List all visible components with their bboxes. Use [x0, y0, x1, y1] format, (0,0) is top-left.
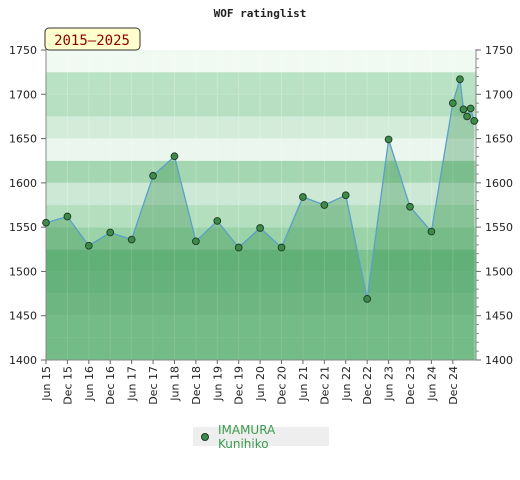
data-point	[42, 218, 50, 227]
data-point	[170, 152, 179, 161]
data-point	[470, 117, 479, 125]
data-point	[466, 104, 475, 113]
legend-marker	[201, 432, 209, 441]
y-tick-label-right: 1400	[485, 354, 513, 367]
x-tick-label: Dec 15	[61, 366, 74, 405]
data-point	[84, 241, 93, 250]
rating-band	[46, 116, 476, 139]
x-tick-label: Dec 18	[190, 366, 203, 405]
x-tick-label: Jun 24	[425, 366, 438, 402]
data-point	[406, 202, 414, 211]
legend-label: IMAMURA Kunihiko	[217, 422, 276, 451]
rating-band	[46, 205, 476, 228]
data-point	[363, 295, 372, 303]
y-tick-label-right: 1700	[485, 88, 513, 101]
data-point	[427, 227, 436, 236]
y-axis-ticks: 1400 1400 1450 1450 1500 1500 1550 1550 1600 1600…	[9, 44, 513, 367]
period-badge: 2015–2025	[44, 27, 141, 51]
rating-band	[46, 94, 476, 117]
x-tick-label: Dec 16	[104, 366, 117, 405]
y-tick-label-left: 1600	[9, 177, 37, 190]
x-tick-label: Jun 16	[83, 366, 96, 402]
rating-band	[46, 72, 476, 95]
x-tick-label: Jun 18	[168, 366, 181, 402]
x-tick-label: Jun 22	[340, 366, 353, 402]
legend: IMAMURA Kunihiko	[193, 423, 329, 451]
data-point	[127, 235, 136, 244]
y-tick-label-right: 1650	[485, 133, 513, 146]
data-point	[63, 212, 72, 221]
data-point	[213, 217, 222, 225]
x-tick-label: Dec 19	[233, 366, 246, 405]
data-point	[459, 105, 468, 114]
x-tick-label: Jun 21	[297, 366, 310, 402]
y-tick-label-left: 1500	[9, 265, 37, 278]
rating-band	[46, 337, 476, 360]
data-point	[192, 237, 200, 246]
y-tick-label-right: 1550	[485, 221, 513, 234]
data-point	[384, 135, 393, 144]
rating-band	[46, 227, 476, 250]
data-point	[463, 112, 471, 121]
data-point	[320, 201, 329, 209]
y-tick-label-right: 1600	[485, 177, 513, 190]
data-points	[42, 75, 479, 303]
y-tick-label-left: 1550	[9, 221, 37, 234]
y-tick-label-left: 1650	[9, 133, 37, 146]
x-tick-label: Jun 23	[383, 366, 396, 402]
x-tick-label: Dec 20	[276, 366, 289, 405]
data-point	[448, 99, 457, 107]
y-tick-label-left: 1750	[9, 44, 37, 57]
data-point	[299, 193, 307, 201]
period-badge-text: 2015–2025	[54, 33, 130, 49]
x-tick-label: Jun 19	[211, 366, 224, 402]
rating-band	[46, 249, 476, 272]
rating-bands	[46, 50, 476, 360]
x-tick-label: Dec 21	[318, 366, 331, 405]
y-tick-label-left: 1400	[9, 354, 37, 367]
y-tick-label-right: 1750	[485, 44, 513, 57]
series-area	[46, 79, 475, 360]
data-point	[149, 171, 157, 180]
x-tick-label: Dec 17	[147, 366, 160, 405]
rating-band	[46, 50, 476, 73]
y-tick-label-right: 1450	[485, 310, 513, 323]
y-tick-label-left: 1700	[9, 88, 37, 101]
x-tick-label: Jun 20	[254, 366, 267, 402]
data-point	[277, 243, 286, 252]
data-point	[456, 75, 464, 84]
x-tick-label: Jun 15	[40, 366, 53, 402]
rating-band	[46, 182, 476, 205]
x-axis-ticks: Jun 15 Dec 15 Jun 16 Dec 16 Jun 17 Dec 17 Jun …	[40, 360, 460, 405]
data-point	[341, 191, 350, 200]
x-tick-label: Dec 23	[404, 366, 417, 405]
data-point	[106, 228, 115, 237]
data-point	[256, 224, 264, 232]
x-tick-label: Jun 17	[126, 366, 139, 402]
chart-title: WOF ratinglist	[214, 7, 307, 20]
y-tick-label-right: 1500	[485, 265, 513, 278]
x-tick-label: Dec 24	[447, 366, 460, 405]
data-point	[234, 243, 243, 252]
y-tick-label-left: 1450	[9, 310, 37, 323]
x-tick-label: Dec 22	[361, 366, 374, 405]
rating-band	[46, 315, 476, 338]
rating-band	[46, 138, 476, 161]
